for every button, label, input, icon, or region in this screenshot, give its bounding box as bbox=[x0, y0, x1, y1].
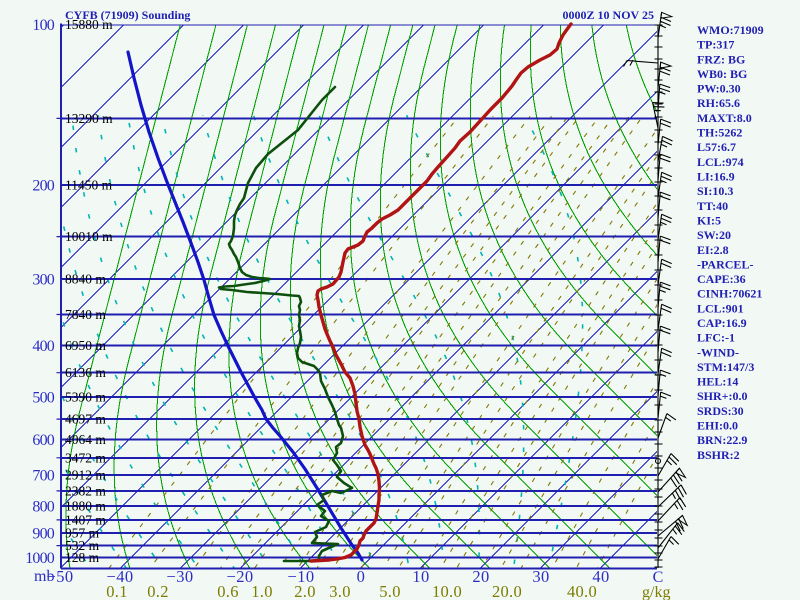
svg-text:1.0: 1.0 bbox=[251, 582, 273, 600]
svg-text:MAXT:8.0: MAXT:8.0 bbox=[697, 111, 752, 125]
svg-text:−40: −40 bbox=[106, 567, 133, 586]
svg-text:LCL:901: LCL:901 bbox=[697, 301, 744, 315]
svg-text:1880 m: 1880 m bbox=[65, 498, 106, 513]
svg-text:700: 700 bbox=[32, 467, 54, 484]
svg-text:SW:20: SW:20 bbox=[697, 228, 731, 242]
svg-text:CAPE:36: CAPE:36 bbox=[697, 272, 746, 286]
svg-text:957 m: 957 m bbox=[65, 526, 100, 541]
svg-text:SRDS:30: SRDS:30 bbox=[697, 404, 744, 418]
svg-text:EI:2.8: EI:2.8 bbox=[697, 243, 729, 257]
svg-text:7840 m: 7840 m bbox=[65, 307, 106, 322]
svg-text:20: 20 bbox=[472, 567, 489, 586]
svg-text:10010 m: 10010 m bbox=[65, 229, 113, 244]
svg-text:-PARCEL-: -PARCEL- bbox=[697, 257, 753, 271]
svg-text:CAP:16.9: CAP:16.9 bbox=[697, 316, 747, 330]
svg-text:40: 40 bbox=[592, 567, 609, 586]
svg-text:FRZ: BG: FRZ: BG bbox=[697, 52, 745, 66]
svg-text:WMO:71909: WMO:71909 bbox=[697, 23, 764, 37]
svg-text:11450 m: 11450 m bbox=[65, 177, 113, 192]
svg-text:0.2: 0.2 bbox=[147, 582, 169, 600]
svg-text:CYFB (71909) Sounding: CYFB (71909) Sounding bbox=[65, 8, 190, 22]
svg-text:3.0: 3.0 bbox=[329, 582, 351, 600]
svg-text:40.0: 40.0 bbox=[567, 582, 597, 600]
svg-text:−20: −20 bbox=[226, 567, 253, 586]
svg-text:15880 m: 15880 m bbox=[65, 17, 113, 32]
svg-text:2382 m: 2382 m bbox=[65, 483, 106, 498]
svg-text:mb: mb bbox=[34, 568, 54, 585]
svg-text:0.6: 0.6 bbox=[217, 582, 239, 600]
svg-text:g/kg: g/kg bbox=[642, 584, 670, 600]
svg-text:500: 500 bbox=[32, 390, 54, 407]
svg-text:3472 m: 3472 m bbox=[65, 450, 106, 465]
svg-text:13290 m: 13290 m bbox=[65, 111, 113, 126]
svg-text:10: 10 bbox=[412, 567, 429, 586]
svg-text:900: 900 bbox=[32, 526, 54, 543]
svg-text:−50: −50 bbox=[46, 567, 73, 586]
svg-text:TP:317: TP:317 bbox=[697, 38, 734, 52]
svg-text:SHR+:0.0: SHR+:0.0 bbox=[697, 389, 748, 403]
svg-text:4064 m: 4064 m bbox=[65, 432, 106, 447]
svg-text:2912 m: 2912 m bbox=[65, 467, 106, 482]
svg-text:1000: 1000 bbox=[25, 550, 55, 567]
svg-text:6136 m: 6136 m bbox=[65, 365, 106, 380]
svg-text:KI:5: KI:5 bbox=[697, 214, 721, 228]
svg-text:128 m: 128 m bbox=[65, 550, 100, 565]
svg-text:STM:147/3: STM:147/3 bbox=[697, 360, 754, 374]
svg-text:800: 800 bbox=[32, 498, 54, 515]
svg-text:4697 m: 4697 m bbox=[65, 412, 106, 427]
svg-text:600: 600 bbox=[32, 432, 54, 449]
svg-text:0: 0 bbox=[357, 567, 366, 586]
svg-text:20.0: 20.0 bbox=[492, 582, 522, 600]
svg-text:100: 100 bbox=[32, 17, 54, 34]
svg-text:LI:16.9: LI:16.9 bbox=[697, 170, 735, 184]
svg-text:TT:40: TT:40 bbox=[697, 199, 728, 213]
svg-text:WB0: BG: WB0: BG bbox=[697, 67, 747, 81]
svg-text:LFC:-1: LFC:-1 bbox=[697, 331, 735, 345]
svg-text:EHI:0.0: EHI:0.0 bbox=[697, 419, 738, 433]
svg-text:C: C bbox=[653, 569, 664, 586]
svg-text:10.0: 10.0 bbox=[432, 582, 462, 600]
svg-text:200: 200 bbox=[32, 177, 54, 194]
svg-text:532 m: 532 m bbox=[65, 538, 100, 553]
svg-text:-WIND-: -WIND- bbox=[697, 345, 739, 359]
svg-text:−30: −30 bbox=[166, 567, 193, 586]
svg-text:5390 m: 5390 m bbox=[65, 390, 106, 405]
svg-text:0.1: 0.1 bbox=[106, 582, 128, 600]
svg-text:PW:0.30: PW:0.30 bbox=[697, 82, 741, 96]
svg-text:0000Z 10 NOV 25: 0000Z 10 NOV 25 bbox=[563, 8, 654, 22]
svg-text:6950 m: 6950 m bbox=[65, 338, 106, 353]
svg-text:300: 300 bbox=[32, 271, 54, 288]
svg-text:RH:65.6: RH:65.6 bbox=[697, 96, 740, 110]
svg-text:SI:10.3: SI:10.3 bbox=[697, 184, 733, 198]
svg-text:8840 m: 8840 m bbox=[65, 271, 106, 286]
svg-text:HEL:14: HEL:14 bbox=[697, 375, 738, 389]
svg-text:L57:6.7: L57:6.7 bbox=[697, 140, 736, 154]
svg-text:−10: −10 bbox=[287, 567, 314, 586]
svg-text:BRN:22.9: BRN:22.9 bbox=[697, 433, 747, 447]
svg-text:30: 30 bbox=[532, 567, 549, 586]
svg-text:400: 400 bbox=[32, 338, 54, 355]
svg-text:2.0: 2.0 bbox=[294, 582, 316, 600]
svg-text:CINH:70621: CINH:70621 bbox=[697, 287, 762, 301]
svg-text:1407 m: 1407 m bbox=[65, 512, 106, 527]
svg-text:LCL:974: LCL:974 bbox=[697, 155, 744, 169]
svg-text:5.0: 5.0 bbox=[379, 582, 401, 600]
svg-text:BSHR:2: BSHR:2 bbox=[697, 448, 740, 462]
svg-text:TH:5262: TH:5262 bbox=[697, 126, 742, 140]
